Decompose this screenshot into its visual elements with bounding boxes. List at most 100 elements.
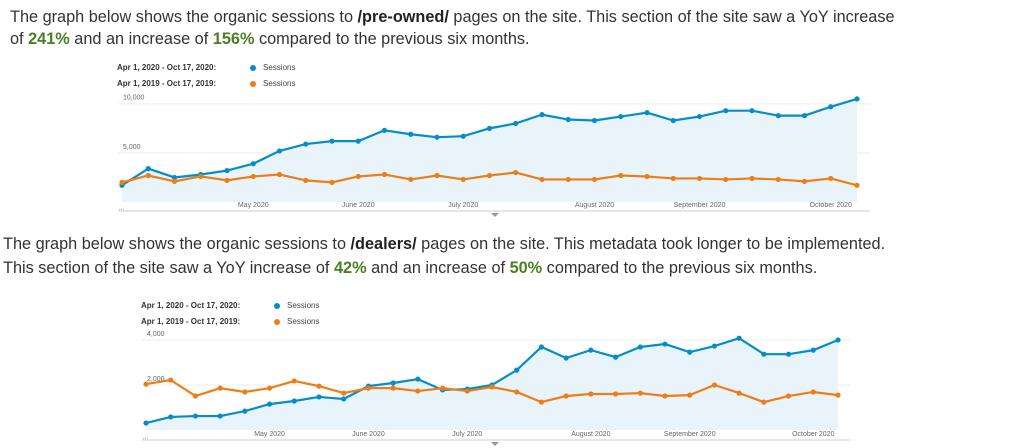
data-point — [563, 355, 569, 361]
data-point — [276, 171, 283, 178]
data-point — [810, 347, 816, 353]
data-point — [316, 394, 322, 400]
data-point — [365, 385, 372, 391]
data-point — [835, 337, 841, 343]
data-point — [538, 344, 545, 350]
x-tick-label: July 2020 — [448, 202, 478, 209]
data-point — [514, 389, 520, 395]
data-point — [563, 393, 569, 399]
data-point — [192, 413, 199, 419]
data-point — [119, 179, 125, 185]
data-point — [390, 385, 396, 391]
data-point — [266, 401, 273, 407]
data-point — [591, 117, 598, 124]
data-point — [381, 171, 388, 178]
data-point — [801, 178, 808, 184]
x-tick-label: September 2020 — [674, 202, 726, 209]
data-point — [486, 172, 493, 179]
data-point — [761, 399, 767, 405]
text-run: and an increase of — [367, 259, 510, 277]
series-area — [146, 338, 838, 430]
data-point — [711, 343, 718, 349]
data-point — [591, 176, 598, 183]
data-point — [439, 385, 446, 391]
data-point — [171, 174, 178, 181]
data-point — [408, 176, 414, 183]
data-point — [749, 175, 755, 182]
legend-swatch — [274, 319, 280, 325]
x-tick-label: July 2020 — [452, 431, 482, 438]
legend-swatch — [250, 81, 256, 87]
data-point — [291, 398, 297, 404]
text-run: and an increase of — [70, 30, 213, 48]
data-point — [266, 385, 273, 391]
data-point — [828, 175, 834, 182]
data-point — [749, 108, 755, 114]
data-point — [801, 113, 808, 119]
data-point — [143, 420, 149, 426]
data-point — [381, 127, 388, 133]
data-point — [835, 392, 841, 398]
data-point — [618, 113, 624, 120]
data-point — [723, 108, 729, 114]
emphasis: 50% — [510, 259, 543, 277]
text-run: compared to the previous six months. — [254, 30, 529, 48]
data-point — [303, 177, 309, 183]
text-run: This section of the site saw a YoY incre… — [3, 259, 334, 277]
data-point — [711, 382, 718, 388]
data-point — [316, 383, 322, 389]
data-point — [513, 169, 519, 176]
data-point — [464, 388, 470, 394]
ellipsis: … — [142, 434, 149, 441]
data-point — [291, 378, 297, 384]
data-point — [618, 172, 624, 179]
text-run: The graph below shows the organic sessio… — [10, 8, 358, 26]
y-tick-label: 2,000 — [147, 376, 165, 383]
data-point — [224, 167, 230, 174]
data-point — [612, 354, 619, 360]
collapse-arrow[interactable] — [491, 213, 499, 217]
data-point — [687, 392, 693, 398]
legend-name: Sessions — [263, 79, 295, 88]
data-point — [145, 166, 151, 172]
data-point — [588, 347, 594, 353]
legend-swatch — [250, 65, 256, 71]
data-point — [242, 389, 248, 395]
data-point — [644, 173, 650, 180]
data-point — [145, 172, 151, 179]
data-point — [355, 173, 361, 180]
data-point — [143, 381, 149, 387]
collapse-arrow[interactable] — [491, 442, 499, 446]
data-point — [775, 176, 781, 183]
data-point — [341, 390, 347, 396]
x-tick-label: October 2020 — [792, 431, 835, 438]
data-point — [761, 351, 767, 357]
data-point — [460, 133, 466, 139]
data-point — [434, 134, 440, 140]
data-point — [637, 390, 643, 396]
data-point — [662, 393, 668, 399]
data-point — [588, 391, 594, 397]
ellipsis: … — [118, 205, 125, 212]
legend-name: Sessions — [263, 63, 295, 72]
paragraph-line: This section of the site saw a YoY incre… — [3, 259, 817, 277]
x-tick-label: May 2020 — [254, 431, 285, 438]
data-point — [785, 393, 792, 399]
legend-period: Apr 1, 2020 - Oct 17, 2020: — [117, 63, 216, 72]
data-point — [415, 376, 421, 382]
emphasis: 156% — [213, 30, 255, 48]
data-point — [355, 138, 361, 144]
data-point — [723, 176, 729, 183]
data-point — [192, 393, 199, 399]
data-point — [565, 116, 571, 123]
x-tick-label: August 2020 — [575, 202, 614, 209]
data-point — [168, 414, 174, 420]
data-point — [329, 138, 335, 144]
data-point — [854, 96, 860, 102]
data-point — [341, 396, 347, 402]
legend-name: Sessions — [287, 301, 319, 310]
emphasis: 42% — [334, 259, 367, 277]
y-tick-label: 5,000 — [123, 144, 141, 151]
data-point — [828, 104, 834, 110]
